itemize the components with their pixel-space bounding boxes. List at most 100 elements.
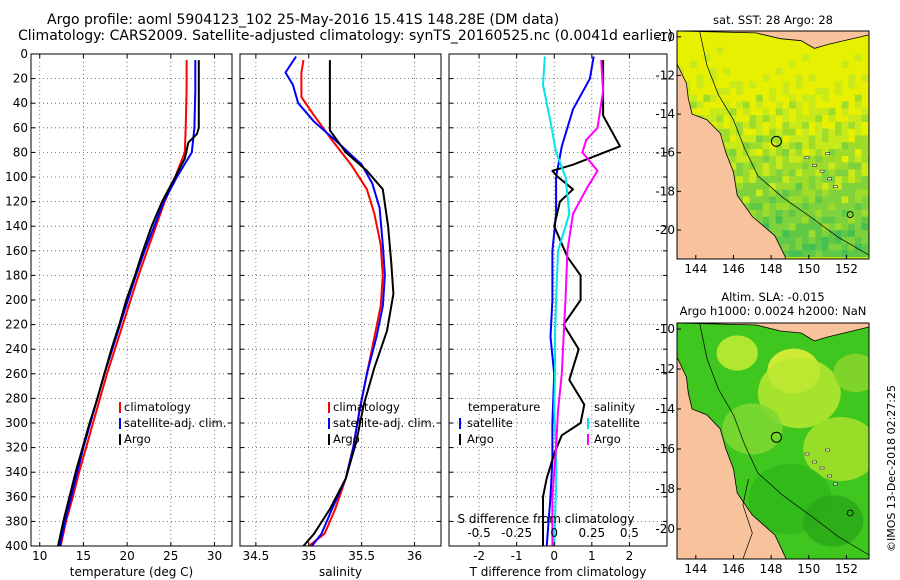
sst-cell <box>841 142 849 150</box>
sst-cell <box>789 202 796 210</box>
sst-cell <box>749 189 757 197</box>
reef-island <box>825 448 830 452</box>
reef-island <box>825 152 830 155</box>
s-diff-tick-label: 0.5 <box>620 526 639 540</box>
sst-cell <box>795 108 803 116</box>
sst-cell <box>789 236 796 244</box>
map-lon-tick-label: 144 <box>684 562 707 576</box>
header-line-2: Climatology: CARS2009. Satellite-adjuste… <box>18 28 673 44</box>
sst-cell <box>782 169 790 177</box>
sst-cell <box>854 101 862 109</box>
sst-cell <box>795 202 803 210</box>
sst-cell <box>789 121 796 129</box>
sst-map-title: sat. SST: 28 Argo: 28 <box>713 13 833 27</box>
sst-cell <box>828 162 836 170</box>
differences-panel: -2 -1 0 1 2 T difference from climatology -0.5… <box>448 53 668 579</box>
sst-cell <box>828 135 836 143</box>
sst-cell <box>815 115 823 123</box>
map-lon-tick-label: 148 <box>760 262 783 276</box>
sst-cell <box>795 169 803 177</box>
sst-cell <box>802 236 809 244</box>
sst-cell <box>756 162 763 170</box>
sst-cell <box>821 135 829 143</box>
temperature-series-climatology <box>59 60 188 547</box>
map-lat-tick-label: -18 <box>655 482 675 496</box>
sst-cell <box>769 121 777 129</box>
sst-cell <box>841 223 849 231</box>
sst-cell <box>742 189 750 197</box>
sst-cell <box>723 148 730 156</box>
papua-new-guinea-landmass <box>677 31 869 49</box>
depth-tick-label: 200 <box>5 293 28 307</box>
sst-cell <box>762 115 770 123</box>
sst-cell <box>762 202 770 210</box>
salinity-x-tick-label: 34.5 <box>243 549 270 563</box>
sst-cell <box>769 209 777 217</box>
sst-cell <box>782 128 790 136</box>
sst-cell <box>795 230 803 237</box>
sst-cell <box>749 196 757 204</box>
sst-cell <box>861 209 869 217</box>
sst-cell <box>716 121 724 129</box>
sst-cell <box>861 148 869 156</box>
sst-cell <box>795 74 803 82</box>
sst-cell <box>802 121 809 129</box>
sla-map-subtitle: Argo h1000: 0.0024 h2000: NaN <box>680 304 867 318</box>
sst-cell <box>828 250 836 258</box>
sst-cell <box>769 88 777 95</box>
sst-cell <box>742 182 750 190</box>
sst-cell <box>815 155 823 163</box>
legend-label-t-satellite: satellite <box>467 416 513 430</box>
sst-cell <box>716 47 724 55</box>
sst-cell <box>808 155 816 163</box>
sst-cell <box>729 155 737 163</box>
sst-cell <box>815 189 823 197</box>
sst-cell <box>821 148 829 156</box>
sst-cell <box>854 135 862 143</box>
sla-anomaly-blob <box>757 357 841 429</box>
sst-cell <box>854 236 862 244</box>
sst-cell <box>821 196 829 204</box>
sst-cell <box>815 135 823 143</box>
depth-tick-label: 240 <box>5 342 28 356</box>
salinity-series-argo <box>302 60 395 547</box>
sst-cell <box>795 115 803 123</box>
sst-cell <box>789 148 796 156</box>
sst-cell <box>841 101 849 109</box>
sst-cell <box>736 148 744 156</box>
sst-cell <box>756 115 763 123</box>
sst-cell <box>782 216 790 224</box>
map-lat-tick-label: -16 <box>655 146 675 160</box>
sst-cell <box>848 209 856 217</box>
sst-cell <box>802 142 809 150</box>
sst-cell <box>808 182 816 190</box>
sst-cell <box>762 135 770 143</box>
depth-tick-label: 20 <box>13 72 28 86</box>
sst-cell <box>756 196 763 204</box>
sst-cell <box>769 216 777 224</box>
sst_map-frame <box>676 30 870 260</box>
neighbour-float-marker <box>846 509 854 517</box>
sst-cell <box>815 236 823 244</box>
sst-cell <box>782 121 790 129</box>
sst-cell <box>736 175 744 183</box>
sst-cell <box>848 243 856 251</box>
sst-cell <box>762 209 770 217</box>
sst-cell <box>723 108 730 116</box>
sst-cell <box>841 236 849 244</box>
map-lat-tick-label: -14 <box>655 402 675 416</box>
sst-cell <box>835 148 842 156</box>
sst-cell <box>835 223 842 231</box>
sst-cell <box>848 196 856 204</box>
sst-cell <box>789 216 796 224</box>
sst-cell <box>703 115 711 123</box>
sst-cell <box>861 236 869 244</box>
sst-cell <box>729 142 737 150</box>
sst-cell <box>756 142 763 150</box>
map-lat-tick-label: -16 <box>655 442 675 456</box>
sst-cell <box>795 216 803 224</box>
sst-cell <box>736 189 744 197</box>
sst-cell <box>848 175 856 183</box>
sst-cell <box>861 243 869 251</box>
sst-cell <box>729 108 737 116</box>
